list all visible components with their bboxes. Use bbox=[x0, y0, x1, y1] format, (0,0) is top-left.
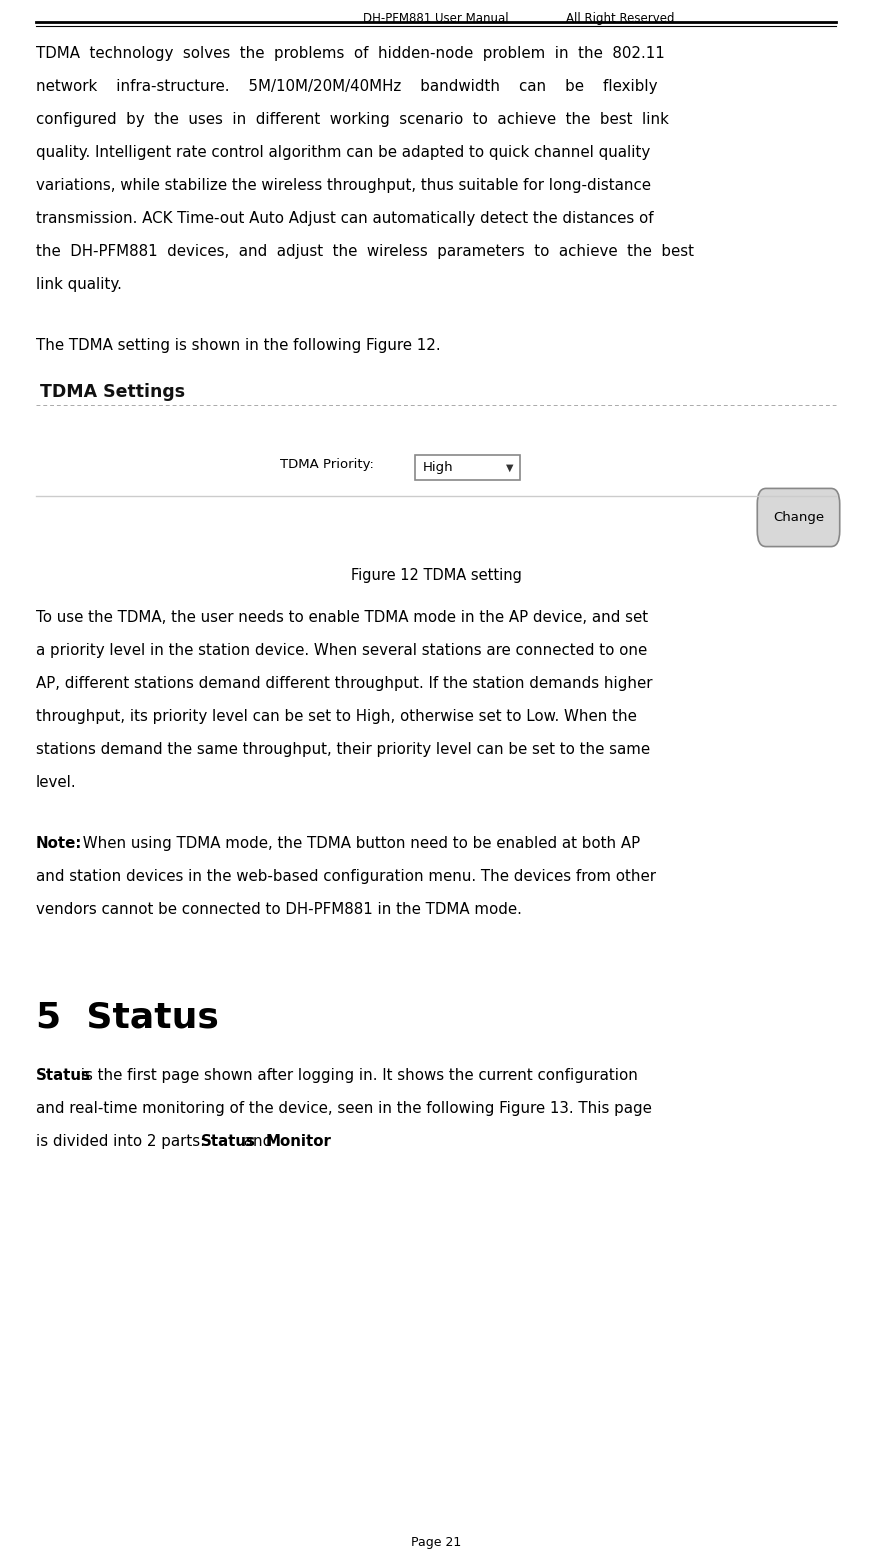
Text: ▼: ▼ bbox=[506, 463, 514, 474]
Text: level.: level. bbox=[36, 774, 77, 790]
Text: throughput, its priority level can be set to High, otherwise set to Low. When th: throughput, its priority level can be se… bbox=[36, 709, 637, 724]
Text: a priority level in the station device. When several stations are connected to o: a priority level in the station device. … bbox=[36, 643, 647, 657]
Text: When using TDMA mode, the TDMA button need to be enabled at both AP: When using TDMA mode, the TDMA button ne… bbox=[78, 837, 640, 851]
Text: quality. Intelligent rate control algorithm can be adapted to quick channel qual: quality. Intelligent rate control algori… bbox=[36, 145, 651, 160]
Text: link quality.: link quality. bbox=[36, 277, 122, 291]
Text: and: and bbox=[239, 1134, 277, 1148]
FancyBboxPatch shape bbox=[757, 488, 840, 547]
Text: DH-PFM881 User Manual: DH-PFM881 User Manual bbox=[363, 12, 509, 25]
Text: All Right Reserved: All Right Reserved bbox=[566, 12, 674, 25]
Text: vendors cannot be connected to DH-PFM881 in the TDMA mode.: vendors cannot be connected to DH-PFM881… bbox=[36, 902, 521, 918]
Text: High: High bbox=[423, 461, 453, 475]
Text: Change: Change bbox=[773, 511, 824, 523]
Text: is divided into 2 parts:: is divided into 2 parts: bbox=[36, 1134, 210, 1148]
Text: Monitor: Monitor bbox=[266, 1134, 332, 1148]
Bar bbox=[415, 455, 520, 480]
Text: TDMA Settings: TDMA Settings bbox=[40, 383, 185, 400]
Text: variations, while stabilize the wireless throughput, thus suitable for long-dist: variations, while stabilize the wireless… bbox=[36, 178, 651, 193]
Text: 5  Status: 5 Status bbox=[36, 1000, 219, 1035]
Text: Figure 12 TDMA setting: Figure 12 TDMA setting bbox=[351, 569, 521, 583]
Text: and station devices in the web-based configuration menu. The devices from other: and station devices in the web-based con… bbox=[36, 869, 656, 883]
Text: Status: Status bbox=[36, 1067, 91, 1083]
Text: is the first page shown after logging in. It shows the current configuration: is the first page shown after logging in… bbox=[76, 1067, 638, 1083]
Text: The TDMA setting is shown in the following Figure 12.: The TDMA setting is shown in the followi… bbox=[36, 338, 440, 354]
Text: To use the TDMA, the user needs to enable TDMA mode in the AP device, and set: To use the TDMA, the user needs to enabl… bbox=[36, 611, 648, 625]
Text: TDMA  technology  solves  the  problems  of  hidden-node  problem  in  the  802.: TDMA technology solves the problems of h… bbox=[36, 47, 664, 61]
Text: network    infra-structure.    5M/10M/20M/40MHz    bandwidth    can    be    fle: network infra-structure. 5M/10M/20M/40MH… bbox=[36, 79, 657, 93]
Text: configured  by  the  uses  in  different  working  scenario  to  achieve  the  b: configured by the uses in different work… bbox=[36, 112, 669, 128]
Text: .: . bbox=[316, 1134, 321, 1148]
Text: Note:: Note: bbox=[36, 837, 82, 851]
Text: transmission. ACK Time-out Auto Adjust can automatically detect the distances of: transmission. ACK Time-out Auto Adjust c… bbox=[36, 210, 654, 226]
Text: stations demand the same throughput, their priority level can be set to the same: stations demand the same throughput, the… bbox=[36, 742, 651, 757]
Text: and real-time monitoring of the device, seen in the following Figure 13. This pa: and real-time monitoring of the device, … bbox=[36, 1102, 652, 1116]
Text: Status: Status bbox=[201, 1134, 256, 1148]
Text: AP, different stations demand different throughput. If the station demands highe: AP, different stations demand different … bbox=[36, 676, 652, 692]
Text: Page 21: Page 21 bbox=[411, 1536, 461, 1549]
Text: TDMA Priority:: TDMA Priority: bbox=[280, 458, 374, 471]
Text: the  DH-PFM881  devices,  and  adjust  the  wireless  parameters  to  achieve  t: the DH-PFM881 devices, and adjust the wi… bbox=[36, 245, 694, 259]
